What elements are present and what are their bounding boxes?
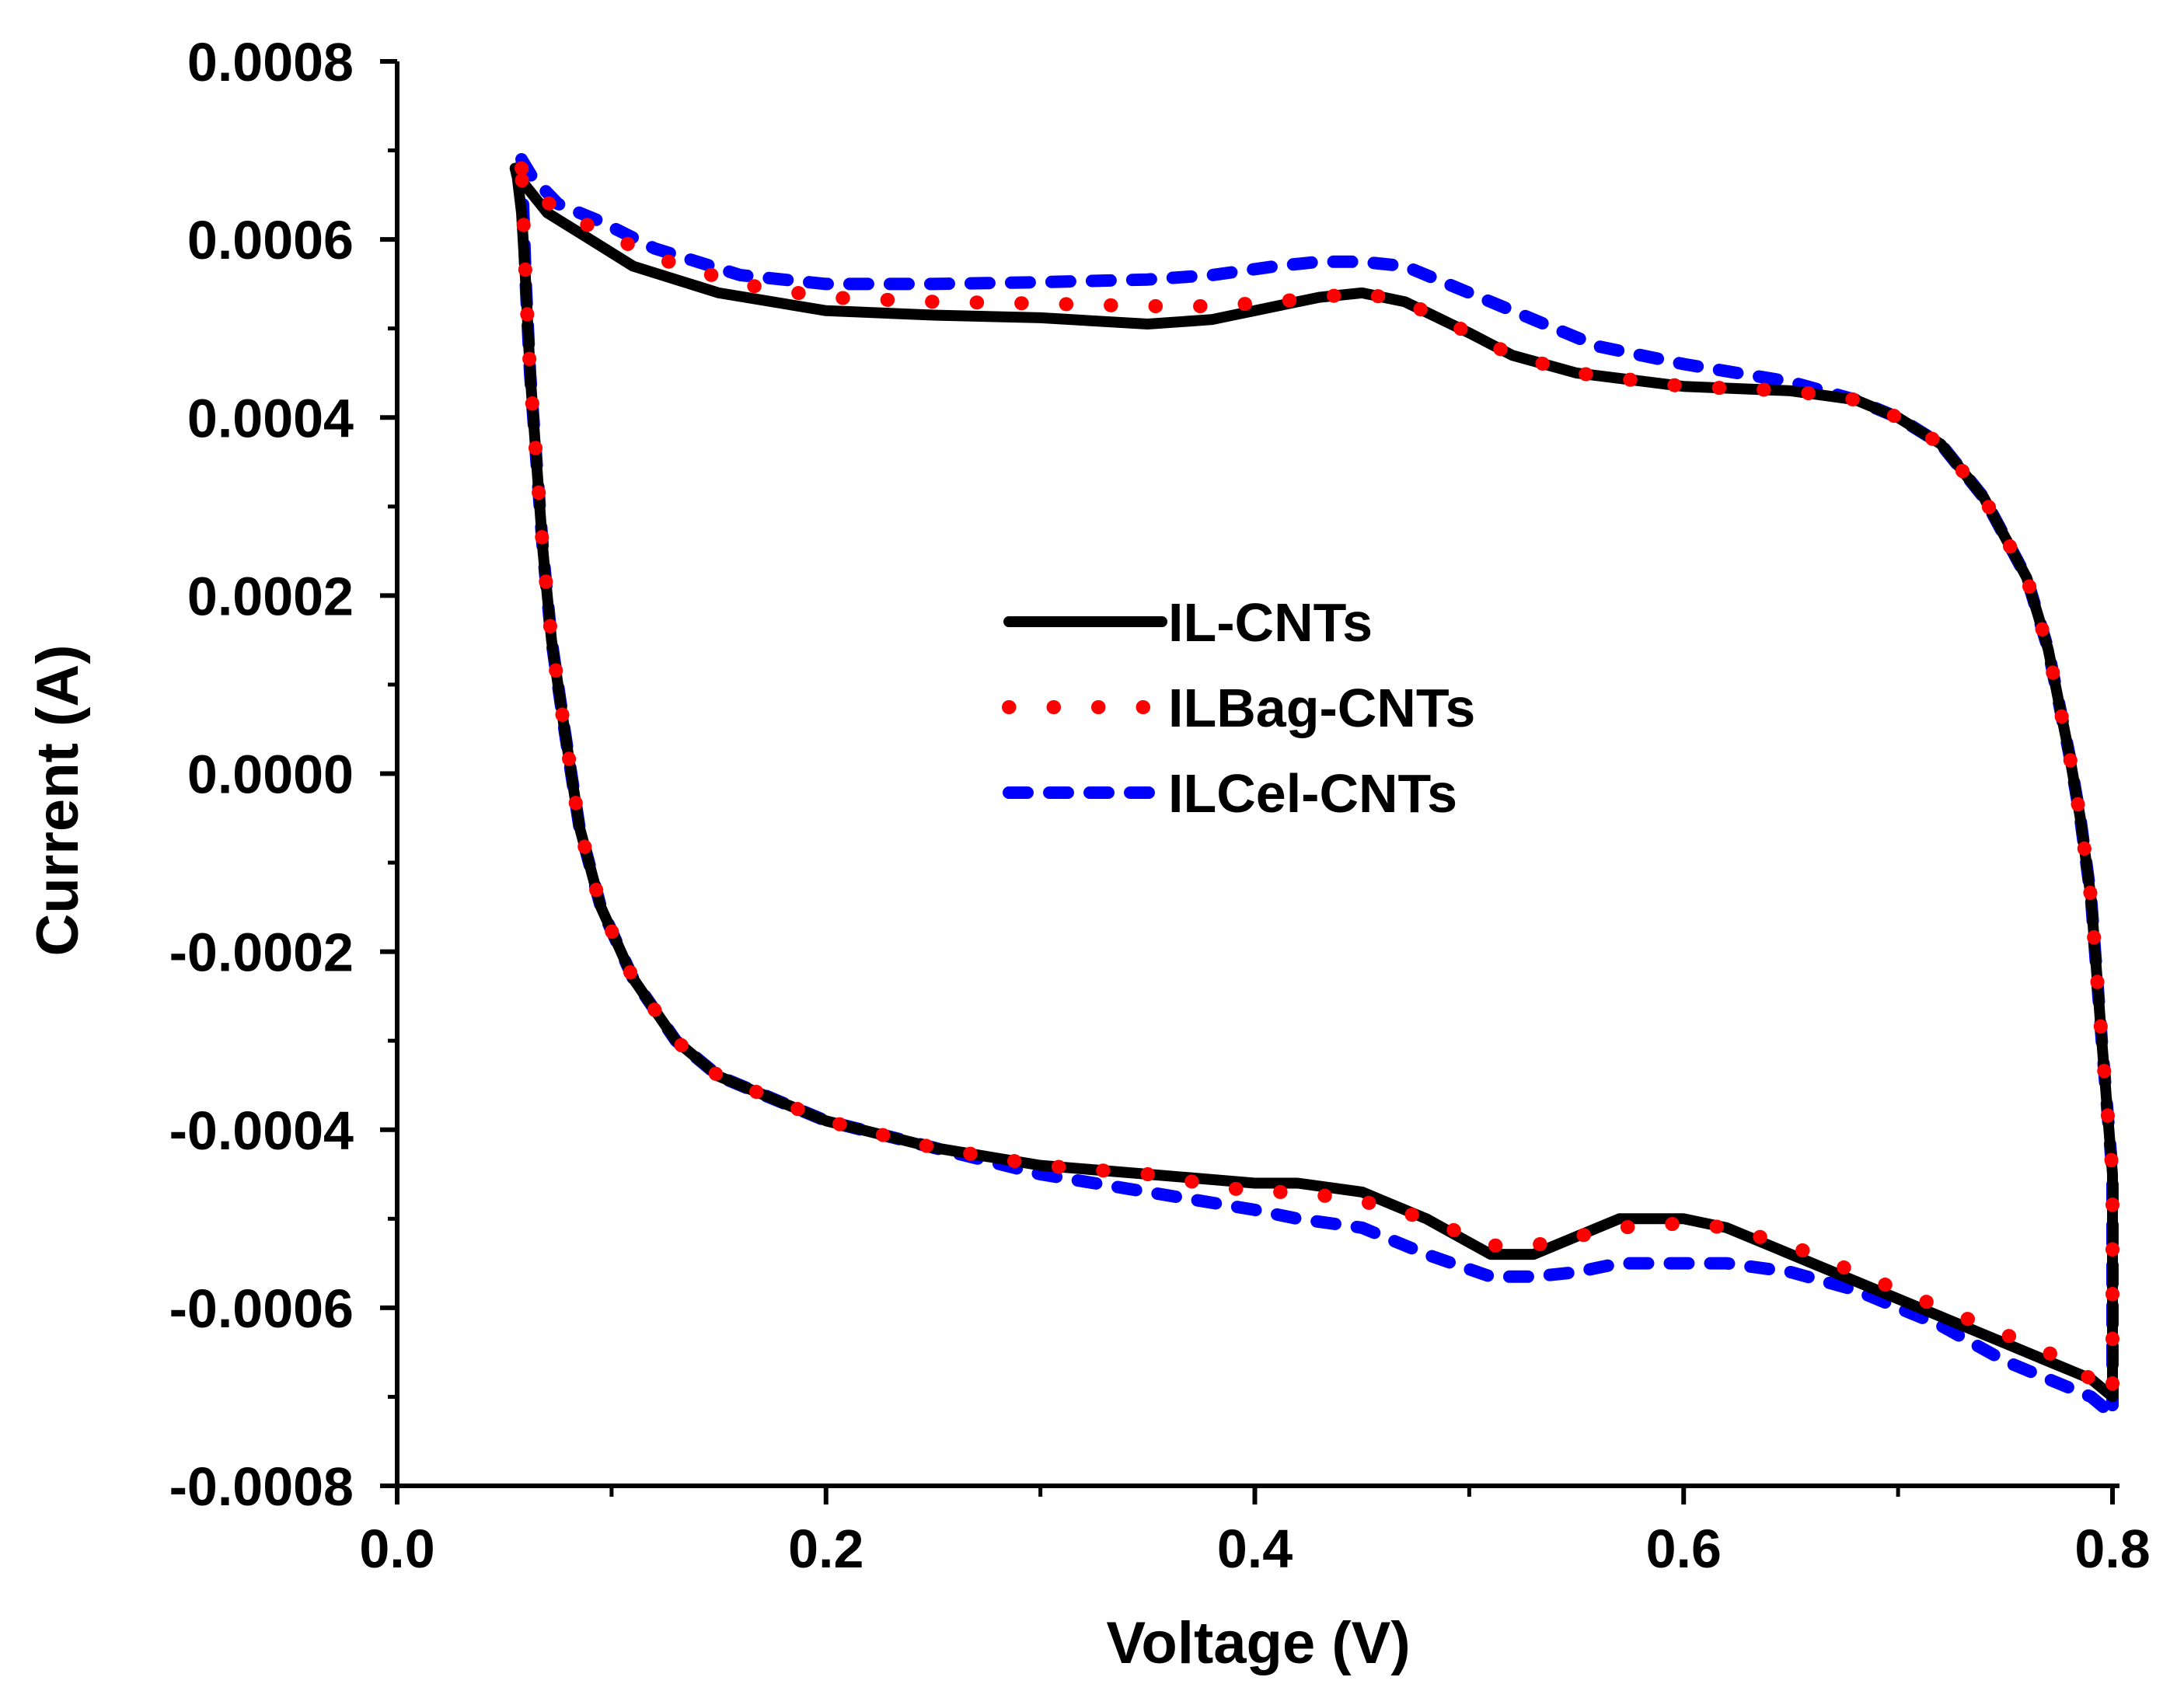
y-tick-label: 0.0002	[187, 566, 354, 626]
y-tick-label: 0.0008	[187, 32, 354, 92]
x-tick-label: 0.6	[1646, 1518, 1722, 1579]
y-tick-label: -0.0008	[169, 1456, 354, 1517]
legend-label-ilcel-cnts: ILCel-CNTs	[1168, 763, 1457, 824]
legend-label-il-cnts: IL-CNTs	[1168, 592, 1373, 653]
y-tick-label: -0.0006	[169, 1278, 354, 1339]
series-line-il-cnts	[509, 162, 2118, 1403]
y-tick-label: -0.0004	[169, 1100, 354, 1161]
y-axis-title: Current (A)	[25, 644, 91, 956]
y-tick-label: -0.0002	[169, 922, 354, 983]
legend: IL-CNTs ILBag-CNTs ILCel-CNTs	[1002, 592, 1475, 824]
plot-area: 0.0008 0.0006 0.0004 0.0002 0.0000 -0.0002 -0.…	[169, 32, 2151, 1579]
series-lines	[509, 153, 2119, 1421]
y-tick-label: 0.0004	[187, 388, 354, 448]
x-tick-label: 0.8	[2074, 1518, 2150, 1579]
x-tick-label: 0.2	[788, 1518, 863, 1579]
y-tick-label: 0.0000	[187, 744, 354, 805]
series-line-ilbag-cnts	[515, 161, 2119, 1404]
x-axis-title: Voltage (V)	[1106, 1610, 1410, 1676]
x-tick-label: 0.0	[359, 1518, 434, 1579]
legend-label-ilbag-cnts: ILBag-CNTs	[1168, 678, 1475, 738]
y-tick-label: 0.0006	[187, 210, 354, 270]
x-tick-label: 0.4	[1217, 1518, 1293, 1579]
x-axis-ticks: 0.0 0.2 0.4 0.6 0.8	[359, 1486, 2151, 1579]
y-axis-ticks: 0.0008 0.0006 0.0004 0.0002 0.0000 -0.0002 -0.…	[169, 32, 397, 1517]
